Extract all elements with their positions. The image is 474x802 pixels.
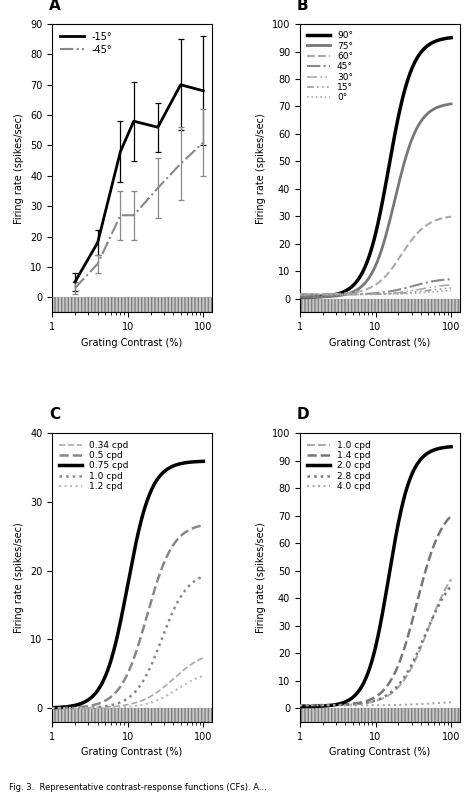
Bar	[300, 708, 460, 722]
Bar	[300, 298, 460, 313]
Y-axis label: Firing rate (spikes/sec): Firing rate (spikes/sec)	[15, 113, 25, 224]
Text: B: B	[297, 0, 309, 13]
Bar	[300, 708, 460, 722]
Text: A: A	[49, 0, 61, 13]
Legend: 1.0 cpd, 1.4 cpd, 2.0 cpd, 2.8 cpd, 4.0 cpd: 1.0 cpd, 1.4 cpd, 2.0 cpd, 2.8 cpd, 4.0 …	[304, 438, 374, 494]
Y-axis label: Firing rate (spikes/sec): Firing rate (spikes/sec)	[256, 522, 266, 633]
Y-axis label: Firing rate (spikes/sec): Firing rate (spikes/sec)	[256, 113, 266, 224]
Legend: -15°, -45°: -15°, -45°	[57, 29, 116, 58]
Text: Fig. 3.  Representative contrast-response functions (CFs). A...: Fig. 3. Representative contrast-response…	[9, 784, 267, 792]
Text: C: C	[49, 407, 60, 422]
Legend: 90°, 75°, 60°, 45°, 30°, 15°, 0°: 90°, 75°, 60°, 45°, 30°, 15°, 0°	[304, 29, 356, 105]
Bar	[52, 298, 212, 313]
Y-axis label: Firing rate (spikes/sec): Firing rate (spikes/sec)	[15, 522, 25, 633]
X-axis label: Grating Contrast (%): Grating Contrast (%)	[329, 747, 430, 757]
Bar	[52, 298, 212, 313]
X-axis label: Grating Contrast (%): Grating Contrast (%)	[82, 338, 182, 347]
Text: D: D	[297, 407, 310, 422]
Bar	[52, 708, 212, 722]
Bar	[300, 298, 460, 313]
X-axis label: Grating Contrast (%): Grating Contrast (%)	[329, 338, 430, 347]
Legend: 0.34 cpd, 0.5 cpd, 0.75 cpd, 1.0 cpd, 1.2 cpd: 0.34 cpd, 0.5 cpd, 0.75 cpd, 1.0 cpd, 1.…	[57, 438, 131, 494]
X-axis label: Grating Contrast (%): Grating Contrast (%)	[82, 747, 182, 757]
Bar	[52, 708, 212, 722]
